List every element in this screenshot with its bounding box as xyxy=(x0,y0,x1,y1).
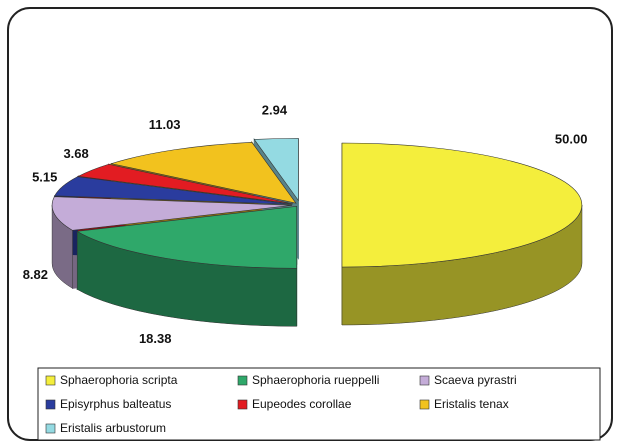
data-labels: 50.00 18.38 8.82 5.15 3.68 11.03 2.94 xyxy=(23,102,588,346)
legend-swatch xyxy=(45,399,56,410)
slice xyxy=(77,163,294,205)
legend-swatch xyxy=(419,399,430,410)
legend-box xyxy=(37,367,601,441)
data-label: 18.38 xyxy=(139,331,172,346)
legend-label: Eristalis arbustorum xyxy=(60,421,166,435)
legend-label: Sphaerophoria scripta xyxy=(60,373,178,387)
legend: Sphaerophoria scripta Sphaerophoria ruepp… xyxy=(45,373,517,435)
legend-swatch xyxy=(419,375,430,386)
slice xyxy=(110,141,297,204)
legend-swatch xyxy=(45,423,56,434)
data-label: 50.00 xyxy=(555,131,588,146)
legend-swatch xyxy=(45,375,56,386)
data-label: 8.82 xyxy=(23,267,48,282)
slice xyxy=(253,138,299,202)
slice xyxy=(76,205,298,269)
data-label: 2.94 xyxy=(262,102,288,117)
data-label: 5.15 xyxy=(32,169,57,184)
legend-label: Sphaerophoria rueppelli xyxy=(252,373,379,387)
data-label: 3.68 xyxy=(63,146,88,161)
legend-swatch xyxy=(237,399,248,410)
legend-label: Eupeodes corollae xyxy=(252,397,352,411)
slice xyxy=(341,142,583,268)
legend-label: Episyrphus balteatus xyxy=(60,397,171,411)
pie-tops xyxy=(51,138,583,269)
slice xyxy=(51,196,293,231)
data-label: 11.03 xyxy=(149,117,181,132)
slice xyxy=(54,176,293,205)
legend-label: Eristalis tenax xyxy=(434,397,509,411)
legend-swatch xyxy=(237,375,248,386)
legend-label: Scaeva pyrastri xyxy=(434,373,517,387)
